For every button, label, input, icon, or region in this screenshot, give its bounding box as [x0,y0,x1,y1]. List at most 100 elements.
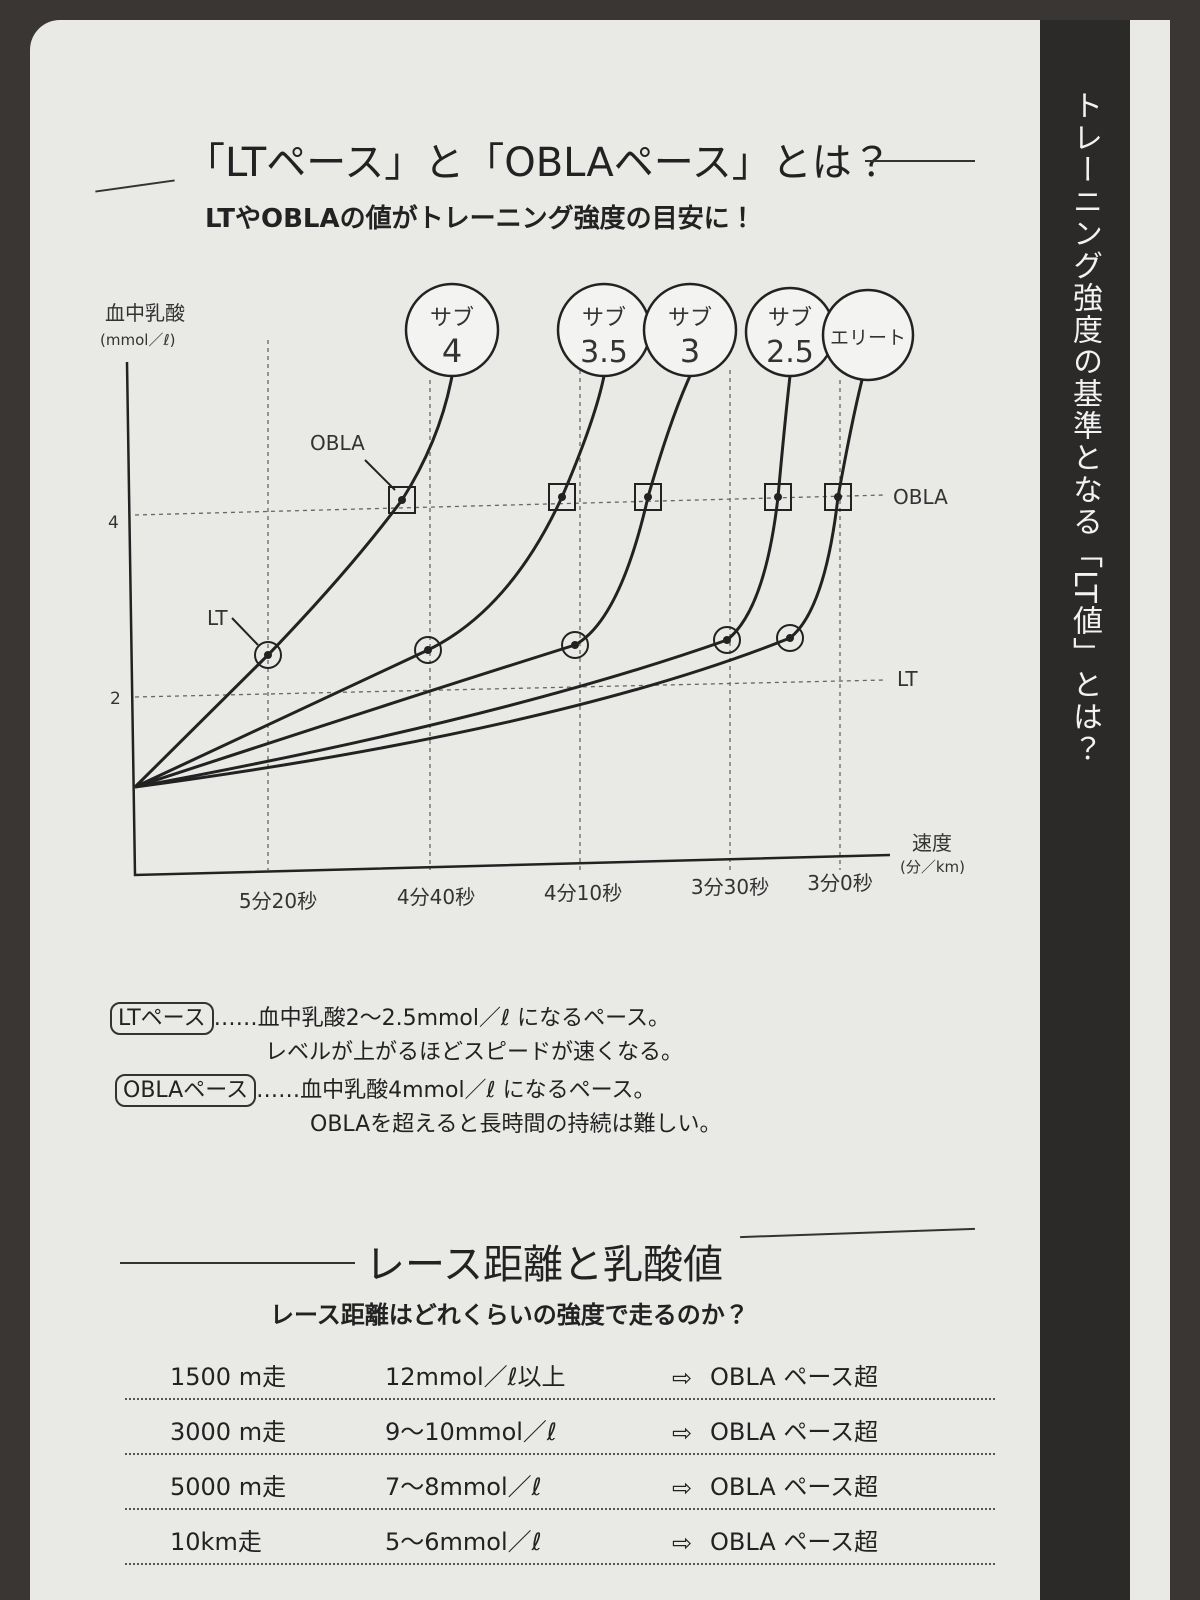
section-subtitle: LTやOBLAの値がトレーニング強度の目安に！ [205,204,756,234]
lt-marker [713,626,741,654]
table-cell: 5000 m走 [170,1473,287,1501]
lt-marker [254,641,282,669]
dot [644,493,652,501]
legend-line: OBLAを超えると長時間の持続は難しい。 [310,1112,722,1137]
legend-line: 血中乳酸2〜2.5mmol／ℓ になるペース。 [257,1006,670,1031]
arrow-icon: ⇨ [672,1474,693,1502]
rule [865,160,975,162]
lt-line-label: LT [897,667,918,691]
table-cell: 5〜6mmol／ℓ [385,1528,542,1556]
dot [723,636,731,644]
section-title: レース距離と乳酸値 [365,1242,723,1288]
leader: …… [213,1006,258,1031]
x-tick-label: 3分30秒 [691,875,769,899]
leader [231,617,259,646]
level-line2: 3 [680,332,700,370]
level-line2: 3.5 [580,335,628,370]
x-unit: (分／km) [900,858,965,876]
y-label: 血中乳酸 [105,301,185,325]
legend-tag: LTペース [110,1002,214,1035]
table-row: 1500 m走 12mmol／ℓ以上 ⇨ OBLA ペース超 [125,1348,995,1400]
level-line1: サブ [668,306,712,331]
dot [834,493,842,501]
table-row: 5000 m走 7〜8mmol／ℓ ⇨ OBLA ペース超 [125,1458,995,1510]
leader [364,459,396,491]
table-cell: 12mmol／ℓ以上 [385,1363,566,1391]
level-line1: サブ [430,306,474,331]
arrow-icon: ⇨ [672,1529,693,1557]
level-line1: サブ [582,306,626,331]
dot [786,634,794,642]
x-tick-label: 3分0秒 [807,871,872,895]
obla-marker [634,483,662,511]
x-tick-label: 4分40秒 [397,885,475,909]
curves [133,375,864,789]
table-cell: OBLA ペース超 [710,1363,879,1391]
table-cell: OBLA ペース超 [710,1528,879,1556]
table-row: 10km走 5〜6mmol／ℓ ⇨ OBLA ペース超 [125,1513,995,1565]
x-ticks: 5分20秒 4分40秒 4分10秒 3分30秒 3分0秒 [239,871,873,913]
lt-marker [561,631,589,659]
section-title: 「LTペース」と「OBLAペース」とは？ [185,140,892,186]
obla-markers [231,459,852,669]
curve [134,375,606,789]
obla-line-label: OBLA [893,485,948,509]
dot [571,641,579,649]
arrow-icon: ⇨ [672,1419,693,1447]
level-line1: サブ [768,306,812,331]
level-line2: 4 [442,332,462,370]
y-tick-label: 2 [110,689,121,709]
table-row: 3000 m走 9〜10mmol／ℓ ⇨ OBLA ペース超 [125,1403,995,1455]
dot [398,496,406,504]
table-cell: 3000 m走 [170,1418,287,1446]
lt-marker [414,636,442,664]
dot [774,493,782,501]
lt-callout: LT [207,606,228,630]
table-cell: OBLA ペース超 [710,1473,879,1501]
diagram: サブ 4 サブ 3.5 サブ 3 サブ 2.5 エリート 血中乳酸 (mmol／… [100,282,965,913]
table-cell: OBLA ペース超 [710,1418,879,1446]
x-tick-label: 4分10秒 [544,881,622,905]
dot [558,493,566,501]
arrow-icon: ⇨ [672,1364,693,1392]
level-line2: 2.5 [766,335,814,370]
table-cell: 1500 m走 [170,1363,287,1391]
dot [424,646,432,654]
table-cell: 10km走 [170,1528,262,1556]
legend-line: レベルが上がるほどスピードが速くなる。 [265,1040,684,1065]
guides [134,340,886,870]
curve [134,375,692,789]
curve [134,375,792,789]
curve [134,379,864,789]
sidebar-band: トレーニング強度の基準となる「LT値」とは？ [1040,20,1130,1600]
level-circle [404,282,500,378]
legend-item: LTペース ……血中乳酸2〜2.5mmol／ℓ になるペース。 レベルが上がるほど… [110,1000,683,1070]
obla-marker [824,483,852,511]
legend-line: 血中乳酸4mmol／ℓ になるペース。 [300,1078,656,1103]
curve [133,375,454,789]
dot [264,651,272,659]
leader: …… [256,1078,301,1103]
y-tick-label: 4 [108,513,119,533]
level-circle [642,282,738,378]
y-unit: (mmol／ℓ) [100,331,175,349]
x-label: 速度 [912,831,952,855]
level-line1: エリート [830,327,906,349]
level-circle [821,288,915,382]
level-labels: サブ 4 サブ 3.5 サブ 3 サブ 2.5 エリート [430,306,906,370]
guide [134,494,886,516]
sidebar-title: トレーニング強度の基準となる「LT値」とは？ [1067,90,1102,765]
obla-marker [764,483,792,511]
obla-marker [548,483,576,511]
dots [264,493,842,659]
axes [125,361,891,877]
table-cell: 9〜10mmol／ℓ [385,1418,557,1446]
table-cell: 7〜8mmol／ℓ [385,1473,542,1501]
level-circles [404,282,915,382]
rule [120,1262,355,1264]
obla-marker [388,486,416,514]
lt-marker [776,624,804,652]
section-subtitle: レース距離はどれくらいの強度で走るのか？ [270,1301,749,1329]
